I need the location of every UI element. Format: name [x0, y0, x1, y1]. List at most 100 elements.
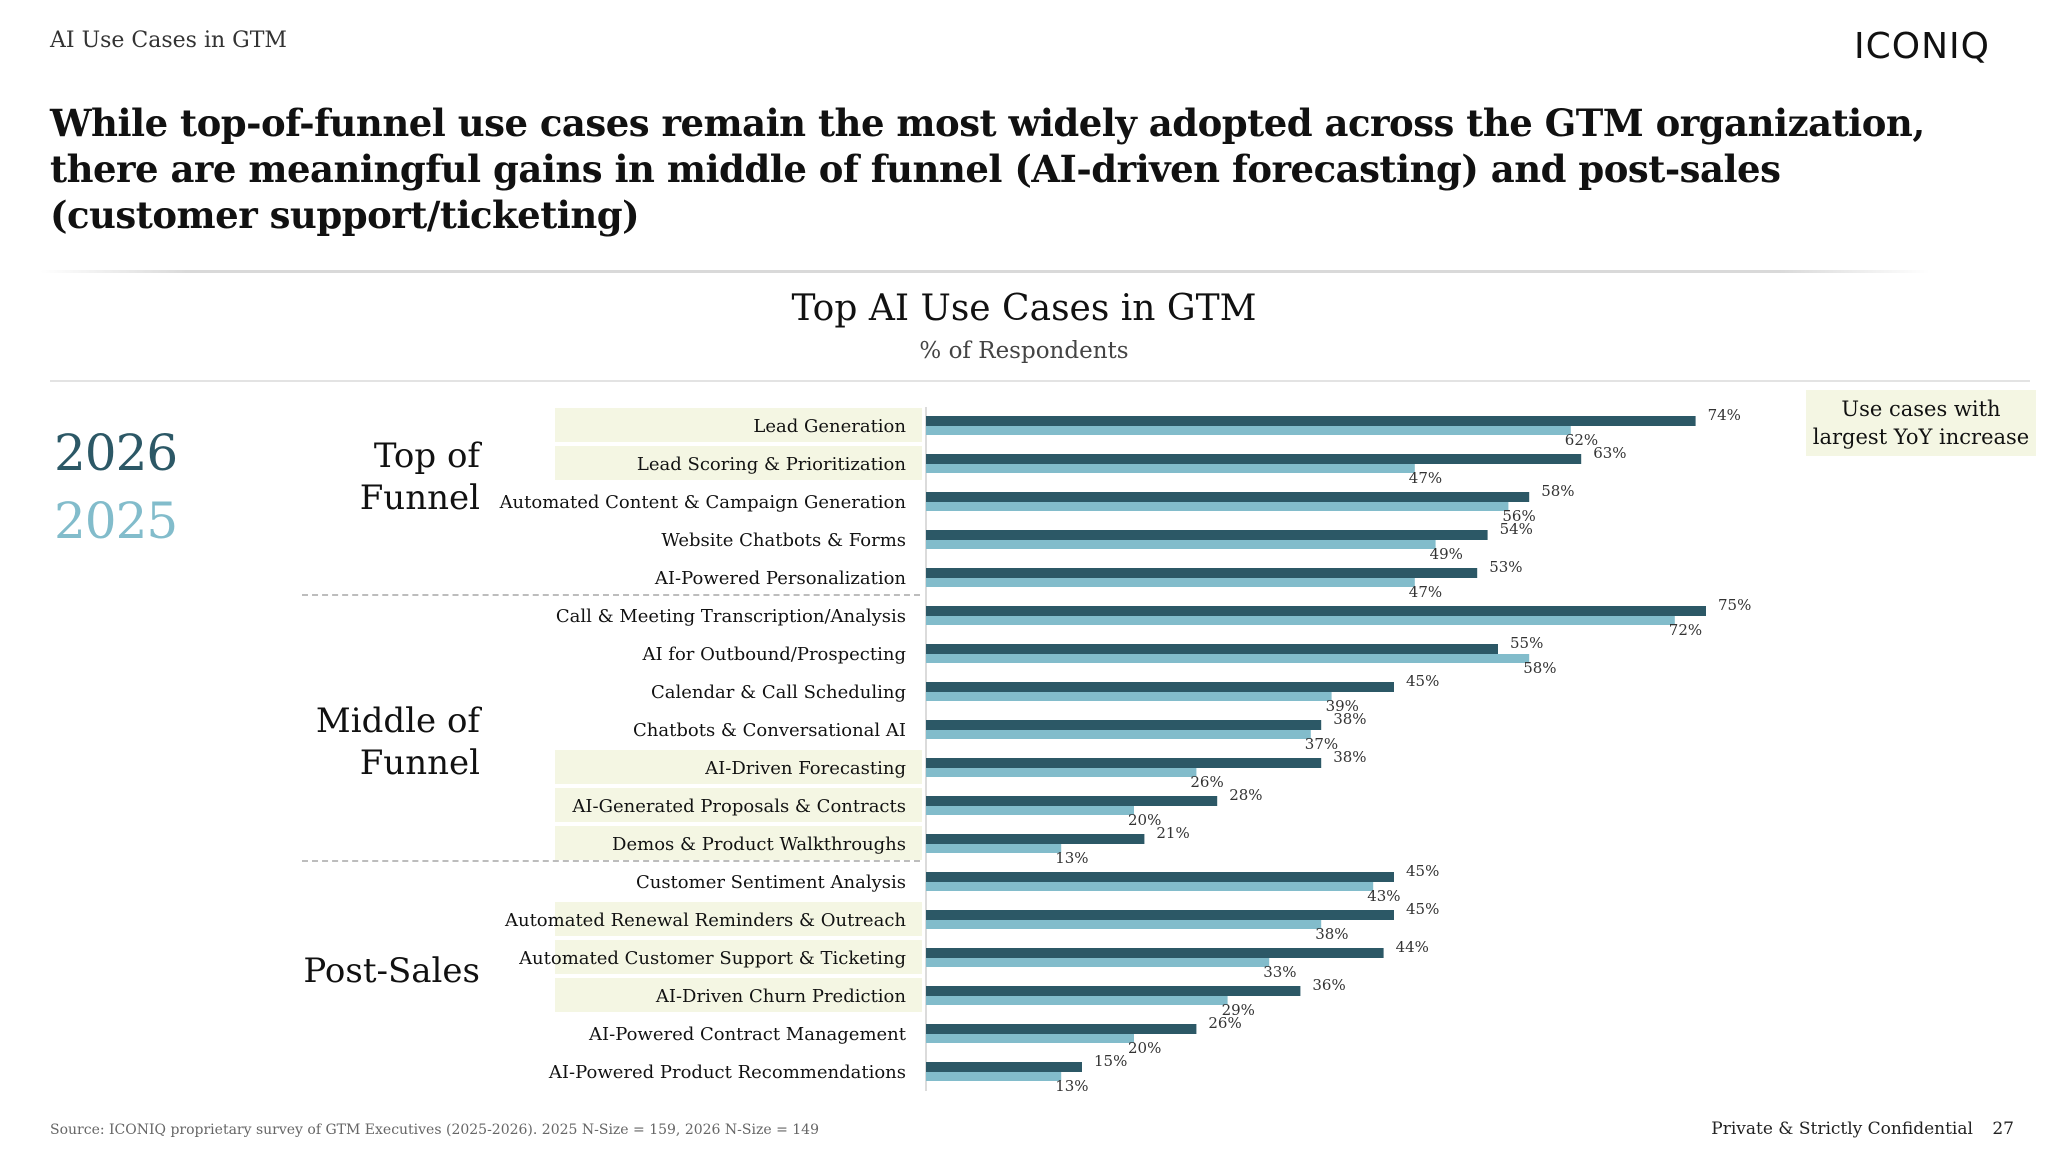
data-label-2026: 75% — [1718, 596, 1751, 614]
data-label-2026: 45% — [1406, 672, 1439, 690]
data-label-2025: 39% — [1326, 697, 1359, 715]
legend-year-2026: 2026 — [54, 424, 178, 482]
bar-2026 — [926, 948, 1384, 958]
bar-2026 — [926, 644, 1498, 654]
bar-2026 — [926, 682, 1394, 692]
bar-2025 — [926, 768, 1197, 777]
bar-2025 — [926, 502, 1509, 511]
bar-2026 — [926, 416, 1696, 426]
data-label-2026: 26% — [1208, 1014, 1241, 1032]
highlight-band — [555, 750, 922, 784]
legend-year-2025: 2025 — [54, 492, 178, 550]
bar-2026 — [926, 1062, 1082, 1072]
bar-2025 — [926, 844, 1062, 853]
data-label-2025: 47% — [1409, 583, 1442, 601]
highlight-band — [555, 788, 922, 822]
data-label-2025: 13% — [1055, 849, 1088, 867]
bar-2026 — [926, 568, 1478, 578]
data-label-2025: 43% — [1367, 887, 1400, 905]
data-label-2025: 13% — [1055, 1077, 1088, 1095]
bar-2025 — [926, 996, 1228, 1005]
chart-title: Top AI Use Cases in GTM — [791, 288, 1257, 329]
highlight-band — [555, 902, 922, 936]
bar-2026 — [926, 872, 1394, 882]
category-label: AI-Powered Personalization — [654, 568, 906, 589]
bar-2025 — [926, 540, 1436, 549]
category-label: Automated Renewal Reminders & Outreach — [504, 910, 906, 931]
data-label-2025: 49% — [1430, 545, 1463, 563]
category-label: Chatbots & Conversational AI — [633, 720, 906, 741]
data-label-2026: 21% — [1156, 824, 1189, 842]
iconiq-logo: ICONIQ — [1854, 26, 1990, 67]
category-label: Lead Generation — [753, 416, 906, 437]
category-label: AI-Driven Churn Prediction — [655, 986, 907, 1007]
data-label-2026: 38% — [1333, 748, 1366, 766]
bar-2025 — [926, 806, 1134, 815]
bar-2025 — [926, 958, 1270, 967]
section-separator — [302, 594, 920, 596]
bar-2025 — [926, 616, 1675, 625]
data-label-2026: 45% — [1406, 862, 1439, 880]
section-top-of-funnel: Top of Funnel — [359, 436, 480, 518]
category-label: AI for Outbound/Prospecting — [641, 644, 906, 665]
footer-source: Source: ICONIQ proprietary survey of GTM… — [50, 1122, 819, 1138]
bar-2026 — [926, 758, 1322, 768]
bar-2025 — [926, 692, 1332, 701]
bar-2025 — [926, 426, 1571, 435]
data-label-2026: 74% — [1708, 406, 1741, 424]
data-label-2025: 56% — [1502, 507, 1535, 525]
category-label: Calendar & Call Scheduling — [651, 682, 906, 703]
highlight-band — [555, 978, 922, 1012]
bar-2026 — [926, 530, 1488, 540]
data-label-2025: 47% — [1409, 469, 1442, 487]
divider-mid — [50, 380, 2030, 382]
category-label: Customer Sentiment Analysis — [636, 872, 906, 893]
category-label: Call & Meeting Transcription/Analysis — [556, 606, 906, 627]
bar-2026 — [926, 834, 1145, 844]
headline: While top-of-funnel use cases remain the… — [50, 101, 1925, 237]
bar-2026 — [926, 910, 1394, 920]
category-label: AI-Generated Proposals & Contracts — [571, 796, 906, 817]
category-label: Demos & Product Walkthroughs — [612, 834, 906, 855]
section-label: AI Use Cases in GTM — [50, 28, 287, 53]
bar-2026 — [926, 492, 1530, 502]
category-label: Automated Customer Support & Ticketing — [518, 948, 906, 969]
bar-2025 — [926, 882, 1374, 891]
data-label-2025: 20% — [1128, 1039, 1161, 1057]
bar-2025 — [926, 654, 1530, 663]
highlight-band — [555, 446, 922, 480]
highlight-band — [555, 940, 922, 974]
data-label-2025: 29% — [1222, 1001, 1255, 1019]
category-label: AI-Powered Product Recommendations — [548, 1062, 906, 1083]
data-label-2025: 58% — [1523, 659, 1556, 677]
section-post-sales: Post-Sales — [303, 951, 480, 991]
data-label-2026: 55% — [1510, 634, 1543, 652]
bar-2025 — [926, 578, 1415, 587]
bar-2025 — [926, 730, 1311, 739]
highlight-band — [555, 826, 922, 860]
data-label-2025: 33% — [1263, 963, 1296, 981]
bar-2025 — [926, 464, 1415, 473]
data-label-2025: 26% — [1190, 773, 1223, 791]
data-label-2026: 15% — [1094, 1052, 1127, 1070]
category-label: AI-Driven Forecasting — [704, 758, 906, 779]
data-label-2026: 63% — [1593, 444, 1626, 462]
bar-2026 — [926, 720, 1322, 730]
bar-2026 — [926, 796, 1218, 806]
data-label-2025: 20% — [1128, 811, 1161, 829]
data-label-2026: 36% — [1312, 976, 1345, 994]
data-label-2025: 72% — [1669, 621, 1702, 639]
bar-2025 — [926, 1072, 1062, 1081]
data-label-2025: 62% — [1565, 431, 1598, 449]
bar-2025 — [926, 920, 1322, 929]
data-label-2026: 53% — [1489, 558, 1522, 576]
data-label-2026: 58% — [1541, 482, 1574, 500]
data-label-2025: 37% — [1305, 735, 1338, 753]
data-label-2026: 44% — [1396, 938, 1429, 956]
bar-2026 — [926, 1024, 1197, 1034]
confidential-label: Private & Strictly Confidential — [1711, 1119, 1973, 1139]
category-label: Automated Content & Campaign Generation — [499, 492, 907, 513]
data-label-2026: 45% — [1406, 900, 1439, 918]
data-label-2026: 54% — [1500, 520, 1533, 538]
legend-callout: Use cases with largest YoY increase — [1806, 390, 2036, 456]
